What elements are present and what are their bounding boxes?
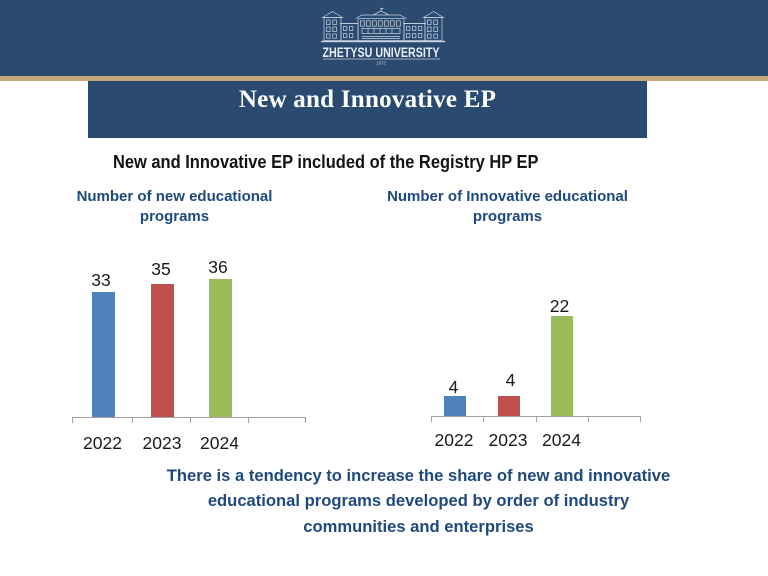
svg-text:1972: 1972 <box>376 60 386 65</box>
svg-text:ZHETYSU UNIVERSITY: ZHETYSU UNIVERSITY <box>323 45 440 60</box>
